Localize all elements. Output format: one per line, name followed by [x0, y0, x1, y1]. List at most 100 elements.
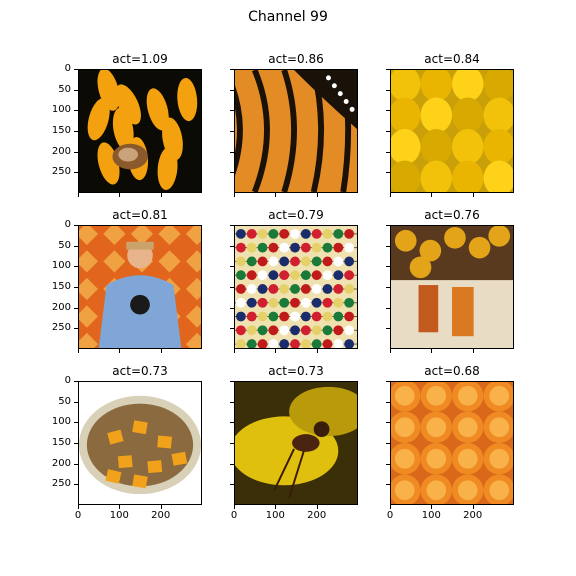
person-mickey-sweater-image — [79, 226, 201, 348]
x-tick — [78, 349, 79, 353]
y-tick — [74, 328, 78, 330]
y-tick — [74, 131, 78, 132]
y-tick-label: 150 — [51, 437, 71, 448]
panel-title: act=0.86 — [268, 52, 324, 66]
y-tick-label: 100 — [51, 260, 71, 272]
y-tick — [386, 484, 390, 486]
y-tick — [230, 110, 234, 112]
y-tick — [74, 484, 78, 486]
x-tick — [275, 505, 277, 509]
image-panel — [78, 69, 202, 193]
monarch-butterfly-wing-image — [235, 70, 357, 192]
x-tick — [160, 349, 162, 353]
x-tick — [316, 505, 318, 509]
x-tick — [160, 505, 162, 509]
y-tick-label: 0 — [64, 375, 71, 386]
y-tick — [74, 172, 78, 174]
x-tick — [160, 193, 162, 197]
y-tick — [386, 422, 390, 424]
y-tick — [386, 110, 390, 112]
x-tick — [119, 193, 121, 197]
y-tick — [230, 266, 234, 268]
y-tick — [386, 328, 390, 330]
y-tick-label: 0 — [64, 219, 71, 230]
image-panel — [234, 381, 358, 505]
x-tick-label: 200 — [151, 510, 171, 521]
panel-title: act=0.76 — [424, 208, 480, 222]
y-tick — [74, 401, 78, 403]
y-tick — [230, 307, 234, 309]
y-tick-label: 200 — [51, 301, 71, 313]
y-tick — [230, 225, 234, 226]
y-tick — [230, 328, 234, 330]
citrus-and-spice-boxes-image — [391, 226, 513, 348]
y-tick-label: 200 — [51, 457, 71, 469]
y-tick — [230, 287, 234, 288]
y-tick-label: 50 — [58, 239, 71, 251]
x-tick — [119, 505, 121, 509]
panel-title: act=0.84 — [424, 52, 480, 66]
x-tick — [78, 193, 79, 197]
y-tick — [230, 422, 234, 424]
food-plate-squash-rice-image — [79, 382, 201, 504]
y-tick — [386, 287, 390, 288]
x-tick — [472, 193, 474, 197]
y-tick — [230, 401, 234, 403]
y-tick — [230, 443, 234, 444]
y-tick — [386, 401, 390, 403]
y-tick-label: 0 — [64, 63, 71, 74]
figure-title: Channel 99 — [248, 9, 328, 25]
y-tick — [386, 89, 390, 91]
y-tick — [74, 225, 78, 226]
abacus-beads-image — [235, 226, 357, 348]
y-tick — [74, 443, 78, 444]
x-tick — [390, 193, 391, 197]
orange-halves-image — [391, 382, 513, 504]
yellow-bell-peppers-image — [391, 70, 513, 192]
y-tick — [386, 463, 390, 465]
image-panel — [234, 225, 358, 349]
y-tick — [230, 172, 234, 174]
y-tick — [230, 245, 234, 247]
y-tick — [386, 131, 390, 132]
y-tick — [230, 69, 234, 70]
y-tick-label: 50 — [58, 395, 71, 407]
y-tick-label: 250 — [51, 322, 71, 334]
x-tick-label: 0 — [386, 510, 394, 521]
x-tick — [472, 505, 474, 509]
y-tick — [74, 422, 78, 424]
panel-title: act=0.68 — [424, 364, 480, 378]
x-tick — [234, 349, 235, 353]
panel-title: act=0.81 — [112, 208, 168, 222]
y-tick-label: 150 — [51, 125, 71, 136]
y-tick — [386, 172, 390, 174]
x-tick — [234, 193, 235, 197]
y-tick — [386, 443, 390, 444]
y-tick — [74, 463, 78, 465]
y-tick — [74, 381, 78, 382]
y-tick — [74, 69, 78, 70]
panel-title: act=0.73 — [268, 364, 324, 378]
y-tick-label: 100 — [51, 104, 71, 116]
y-tick — [230, 89, 234, 91]
x-tick — [390, 349, 391, 353]
y-tick — [74, 151, 78, 153]
y-tick — [386, 381, 390, 382]
x-tick — [390, 505, 391, 509]
y-tick — [230, 381, 234, 382]
image-panel — [390, 225, 514, 349]
x-tick-label: 0 — [230, 510, 238, 521]
x-tick — [431, 193, 433, 197]
x-tick — [431, 505, 433, 509]
panel-title: act=0.79 — [268, 208, 324, 222]
panel-title: act=0.73 — [112, 364, 168, 378]
x-tick — [119, 349, 121, 353]
x-tick-label: 100 — [265, 510, 285, 521]
x-tick — [78, 505, 79, 509]
y-tick-label: 100 — [51, 416, 71, 428]
y-tick — [74, 110, 78, 112]
y-tick — [230, 463, 234, 465]
y-tick-label: 250 — [51, 478, 71, 490]
y-tick — [74, 89, 78, 91]
y-tick — [230, 151, 234, 153]
